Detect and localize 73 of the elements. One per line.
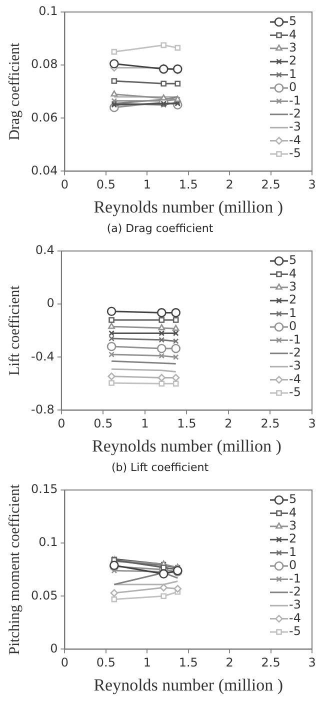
text: (a) Drag coefficient (106, 222, 214, 237)
y-tick-label: 0.05 (31, 588, 58, 602)
legend-label: 4 (289, 505, 297, 520)
legend-label: -2 (289, 584, 301, 599)
x-tick-label: 3 (308, 178, 316, 192)
legend-label: -1 (289, 571, 301, 586)
x-tick-label: 0.5 (96, 178, 116, 192)
y-tick-label: 0.06 (31, 110, 58, 124)
y-axis-title: Lift coefficient (6, 284, 23, 376)
y-axis-title: Pitching moment coefficient (6, 484, 23, 655)
legend-label: 3 (289, 40, 297, 55)
legend-label: 4 (289, 266, 297, 280)
legend-label: -4 (289, 610, 301, 625)
legend-label: -1 (289, 93, 301, 108)
legend-label: -5 (289, 624, 301, 638)
y-tick-label: -0.8 (30, 402, 54, 416)
y-tick-label: 0.04 (31, 163, 58, 178)
y-tick-label: 0 (50, 641, 58, 656)
legend-label: 2 (289, 532, 297, 546)
x-axis-title: Reynolds number (million ) (94, 675, 284, 694)
y-tick-label: 0 (46, 296, 54, 310)
x-tick-label: 1 (143, 178, 151, 192)
legend-label: 5 (289, 492, 297, 506)
x-tick-label: 1.5 (178, 178, 198, 192)
legend-label: 0 (289, 80, 297, 94)
legend-label: -4 (289, 132, 301, 147)
legend-label: -1 (289, 332, 301, 346)
legend-label: 4 (289, 27, 297, 42)
legend-label: -2 (289, 106, 301, 121)
legend-label: 0 (289, 558, 297, 572)
x-tick-label: 0.5 (96, 656, 116, 670)
x-tick-label: 2.5 (260, 416, 280, 431)
legend-label: -4 (289, 372, 301, 386)
text: (b) Lift coefficient (110, 461, 210, 476)
x-tick-label: 3 (308, 656, 316, 670)
legend-label: 1 (289, 66, 297, 81)
x-tick-label: 2 (224, 416, 232, 431)
legend-label: 3 (289, 518, 297, 533)
y-tick-label: 0.08 (31, 57, 58, 72)
x-tick-label: 2.5 (261, 656, 280, 670)
x-tick-label: 3 (308, 416, 316, 431)
legend-label: 1 (289, 544, 297, 559)
legend-label: -5 (289, 385, 301, 400)
legend-label: -3 (289, 120, 301, 134)
y-tick-label: 0.1 (38, 4, 58, 18)
legend-label: 2 (289, 54, 297, 68)
x-tick-label: 0.5 (94, 416, 113, 431)
legend-label: 1 (289, 306, 297, 320)
x-tick-label: 1.5 (178, 656, 198, 670)
x-tick-label: 2.5 (261, 178, 280, 192)
x-axis-title: Reynolds number (million ) (94, 197, 284, 216)
y-tick-label: -0.4 (30, 349, 54, 364)
x-tick-label: 0 (60, 656, 69, 670)
legend-label: 0 (289, 319, 297, 334)
legend-label: -3 (289, 358, 301, 373)
y-tick-label: 0.1 (38, 535, 58, 550)
x-axis-title: Reynolds number (million ) (92, 436, 282, 456)
legend-label: -5 (289, 146, 301, 160)
legend-label: 5 (289, 253, 297, 268)
legend-label: -3 (289, 598, 301, 612)
x-tick-label: 0 (60, 178, 69, 192)
legend-label: -2 (289, 346, 301, 360)
y-axis-title: Drag coefficient (6, 42, 23, 140)
legend-label: 3 (289, 280, 297, 294)
y-tick-label: 0.15 (31, 482, 58, 496)
x-tick-label: 2 (226, 656, 234, 670)
x-tick-label: 1 (141, 416, 149, 431)
legend-label: 2 (289, 292, 297, 307)
legend-label: 5 (289, 14, 297, 28)
x-tick-label: 1.5 (177, 416, 196, 431)
y-tick-label: 0.4 (35, 243, 54, 258)
x-tick-label: 2 (226, 178, 234, 192)
x-tick-label: 1 (143, 656, 151, 670)
